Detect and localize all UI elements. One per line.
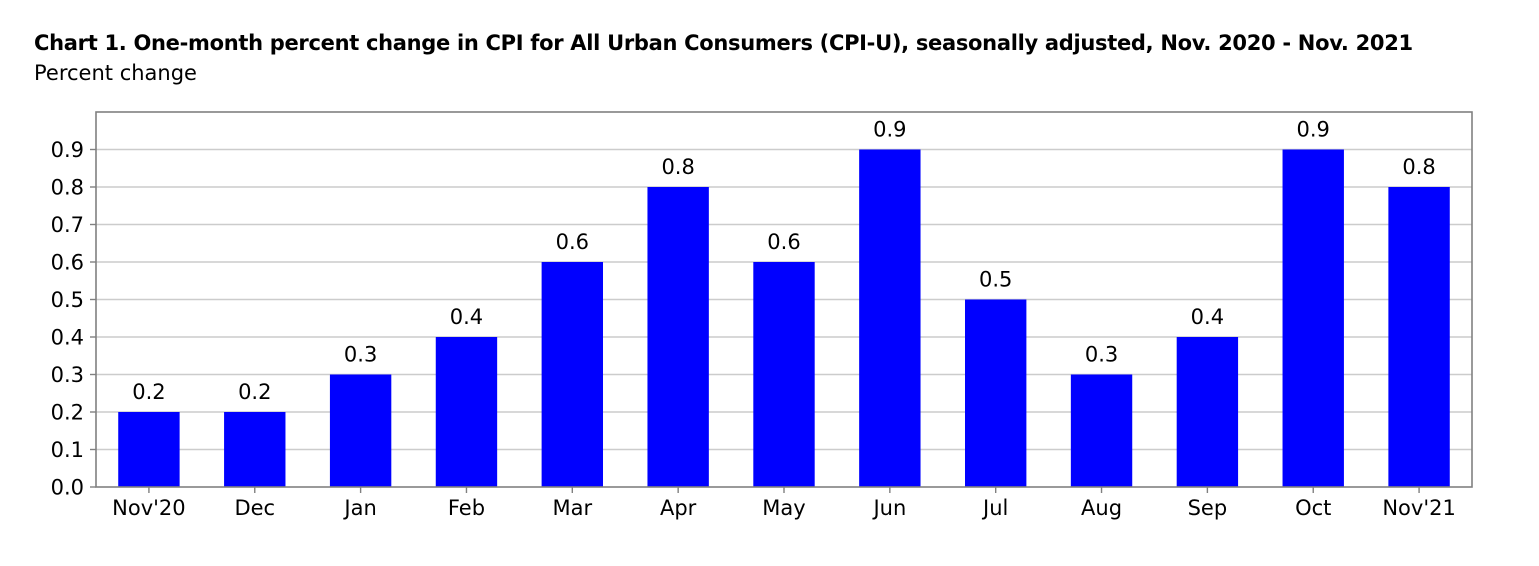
value-label-7: 0.6 [767,230,800,254]
value-label-3: 0.3 [344,343,377,367]
y-tick-label: 0.4 [51,326,84,350]
x-tick-label-7: May [762,496,805,520]
bar-10 [1070,374,1133,487]
value-label-bg [228,377,281,404]
x-tick-label-3: Jan [342,496,376,520]
value-label-13: 0.8 [1402,155,1435,179]
y-tick-label: 0.8 [51,176,84,200]
y-tick-label: 0.7 [51,213,84,237]
x-tick-label-1: Nov'20 [112,496,185,520]
value-label-4: 0.4 [450,305,483,329]
y-tick-label: 0.5 [51,288,84,312]
bar-7 [753,262,815,487]
x-tick-label-10: Aug [1081,496,1122,520]
value-label-bg [122,377,175,404]
bar-12 [1282,149,1344,487]
x-tick-label-5: Mar [552,496,592,520]
value-label-bg [334,339,387,367]
y-tick-label: 0.0 [51,476,84,500]
x-tick-label-11: Sep [1188,496,1228,520]
x-tick-label-4: Feb [448,496,485,520]
value-label-bg [863,114,916,142]
value-label-9: 0.5 [979,268,1012,292]
bar-9 [964,299,1027,487]
chart-y-axis-label: Percent change [34,61,197,85]
bar-6 [647,187,709,487]
value-label-bg [969,264,1022,292]
bar-1 [118,412,180,487]
x-tick-label-12: Oct [1295,496,1331,520]
y-tick-label: 0.3 [51,363,84,387]
value-label-8: 0.9 [873,118,906,142]
x-tick-label-13: Nov'21 [1382,496,1455,520]
value-label-6: 0.8 [661,155,694,179]
value-label-10: 0.3 [1085,343,1118,367]
chart-title: Chart 1. One-month percent change in CPI… [34,31,1413,55]
value-label-bg [758,227,810,254]
value-label-5: 0.6 [556,230,589,254]
value-label-11: 0.4 [1191,305,1224,329]
y-tick-label: 0.6 [51,251,84,275]
bar-13 [1388,187,1450,487]
y-tick-label: 0.2 [51,401,84,425]
bar-4 [435,337,498,487]
value-label-bg [1181,302,1234,329]
x-tick-label-6: Apr [660,496,697,520]
x-tick-label-9: Jul [981,496,1008,520]
value-label-bg [652,152,705,179]
y-axis: 0.0 0.1 0.2 0.3 0.4 0.5 0.6 0.7 0.8 0.9 [51,138,96,500]
value-labels: 0.2 0.2 0.3 0.4 0.6 0.8 0.6 0.9 0.5 0.3 0.4 0.9 0.8 [122,114,1446,404]
x-tick-label-8: Jun [871,496,906,520]
value-label-bg [1075,339,1128,367]
bar-5 [541,262,604,487]
value-label-bg [1287,114,1340,142]
value-label-bg [546,227,599,254]
bar-2 [224,412,286,487]
x-axis: Nov'20 Dec Jan Feb Mar Apr May Jun Jul Aug Sep Oct N… [112,487,1456,520]
y-tick-label: 0.1 [51,438,84,462]
bar-3 [329,374,392,487]
value-label-12: 0.9 [1297,118,1330,142]
value-label-bg [1393,152,1446,179]
y-tick-label: 0.9 [51,138,84,162]
value-label-2: 0.2 [238,380,271,404]
bar-8 [859,149,921,487]
x-tick-label-2: Dec [234,496,275,520]
bar-11 [1176,337,1239,487]
value-label-bg [440,302,493,329]
value-label-1: 0.2 [132,380,165,404]
bars [118,149,1450,487]
